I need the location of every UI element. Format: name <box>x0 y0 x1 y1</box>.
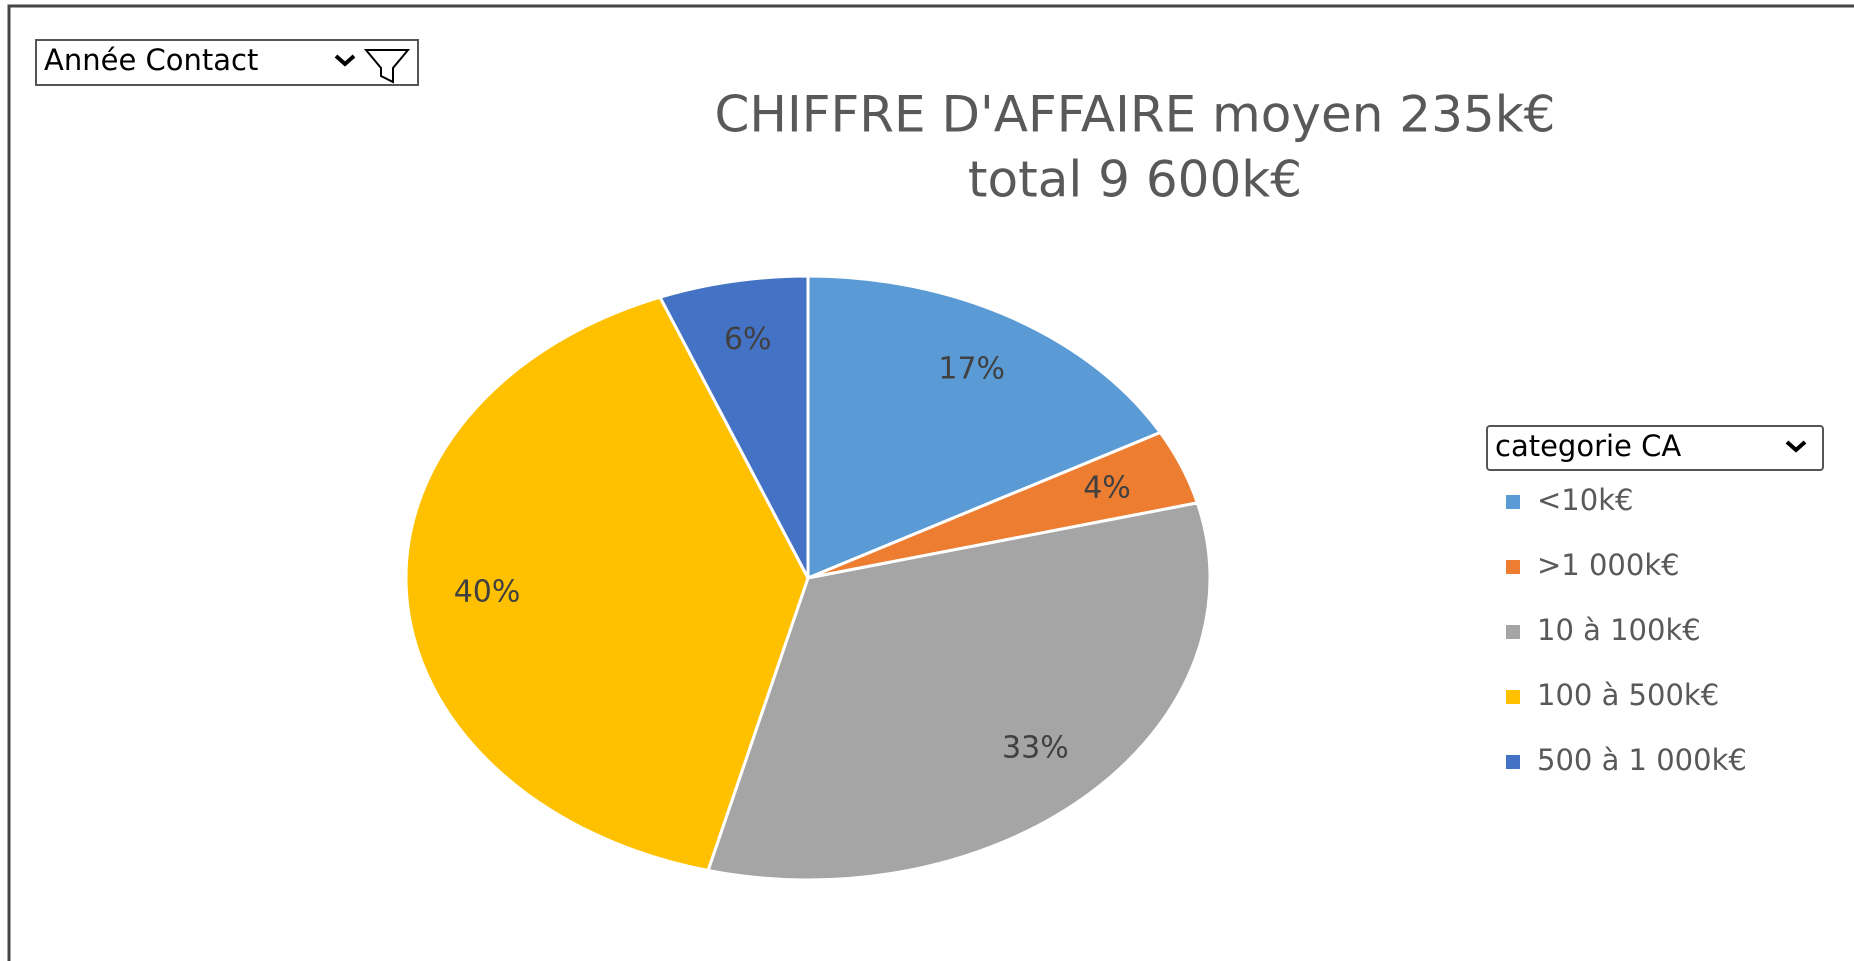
pie-slice <box>404 295 810 873</box>
legend-label: <10k€ <box>1537 483 1633 517</box>
legend-swatch <box>1506 690 1520 704</box>
data-label: 17% <box>938 352 1005 387</box>
chevron-icon[interactable] <box>334 54 356 67</box>
legend-swatch <box>1506 560 1520 574</box>
data-label: 6% <box>724 322 772 357</box>
legend-label: 500 à 1 000k€ <box>1537 743 1747 777</box>
legend-dropdown-box[interactable] <box>1486 425 1824 471</box>
pie-slice <box>706 501 1212 882</box>
legend-label: >1 000k€ <box>1537 548 1680 582</box>
legend-swatch <box>1506 625 1520 639</box>
chevron-icon[interactable] <box>1785 440 1807 453</box>
legend-dropdown[interactable]: categorie CA <box>1486 425 1824 471</box>
legend-swatch <box>1506 755 1520 769</box>
funnel-icon[interactable] <box>363 49 411 84</box>
pie-slice <box>806 274 1163 581</box>
filter-button[interactable]: Année Contact <box>35 39 419 86</box>
pie-slice <box>657 274 810 579</box>
chart-subtitle: total 9 600k€ <box>968 151 1302 209</box>
legend-swatch <box>1506 495 1520 509</box>
data-label: 33% <box>1002 730 1069 765</box>
legend-title[interactable]: categorie CA <box>1495 429 1681 463</box>
data-label: 4% <box>1083 471 1131 506</box>
chart-title: CHIFFRE D'AFFAIRE moyen 235k€ <box>715 86 1556 144</box>
data-label: 40% <box>454 575 521 610</box>
legend-label: 100 à 500k€ <box>1537 678 1719 712</box>
filter-box[interactable] <box>35 39 419 86</box>
filter-label[interactable]: Année Contact <box>44 43 258 77</box>
legend-label: 10 à 100k€ <box>1537 613 1701 647</box>
